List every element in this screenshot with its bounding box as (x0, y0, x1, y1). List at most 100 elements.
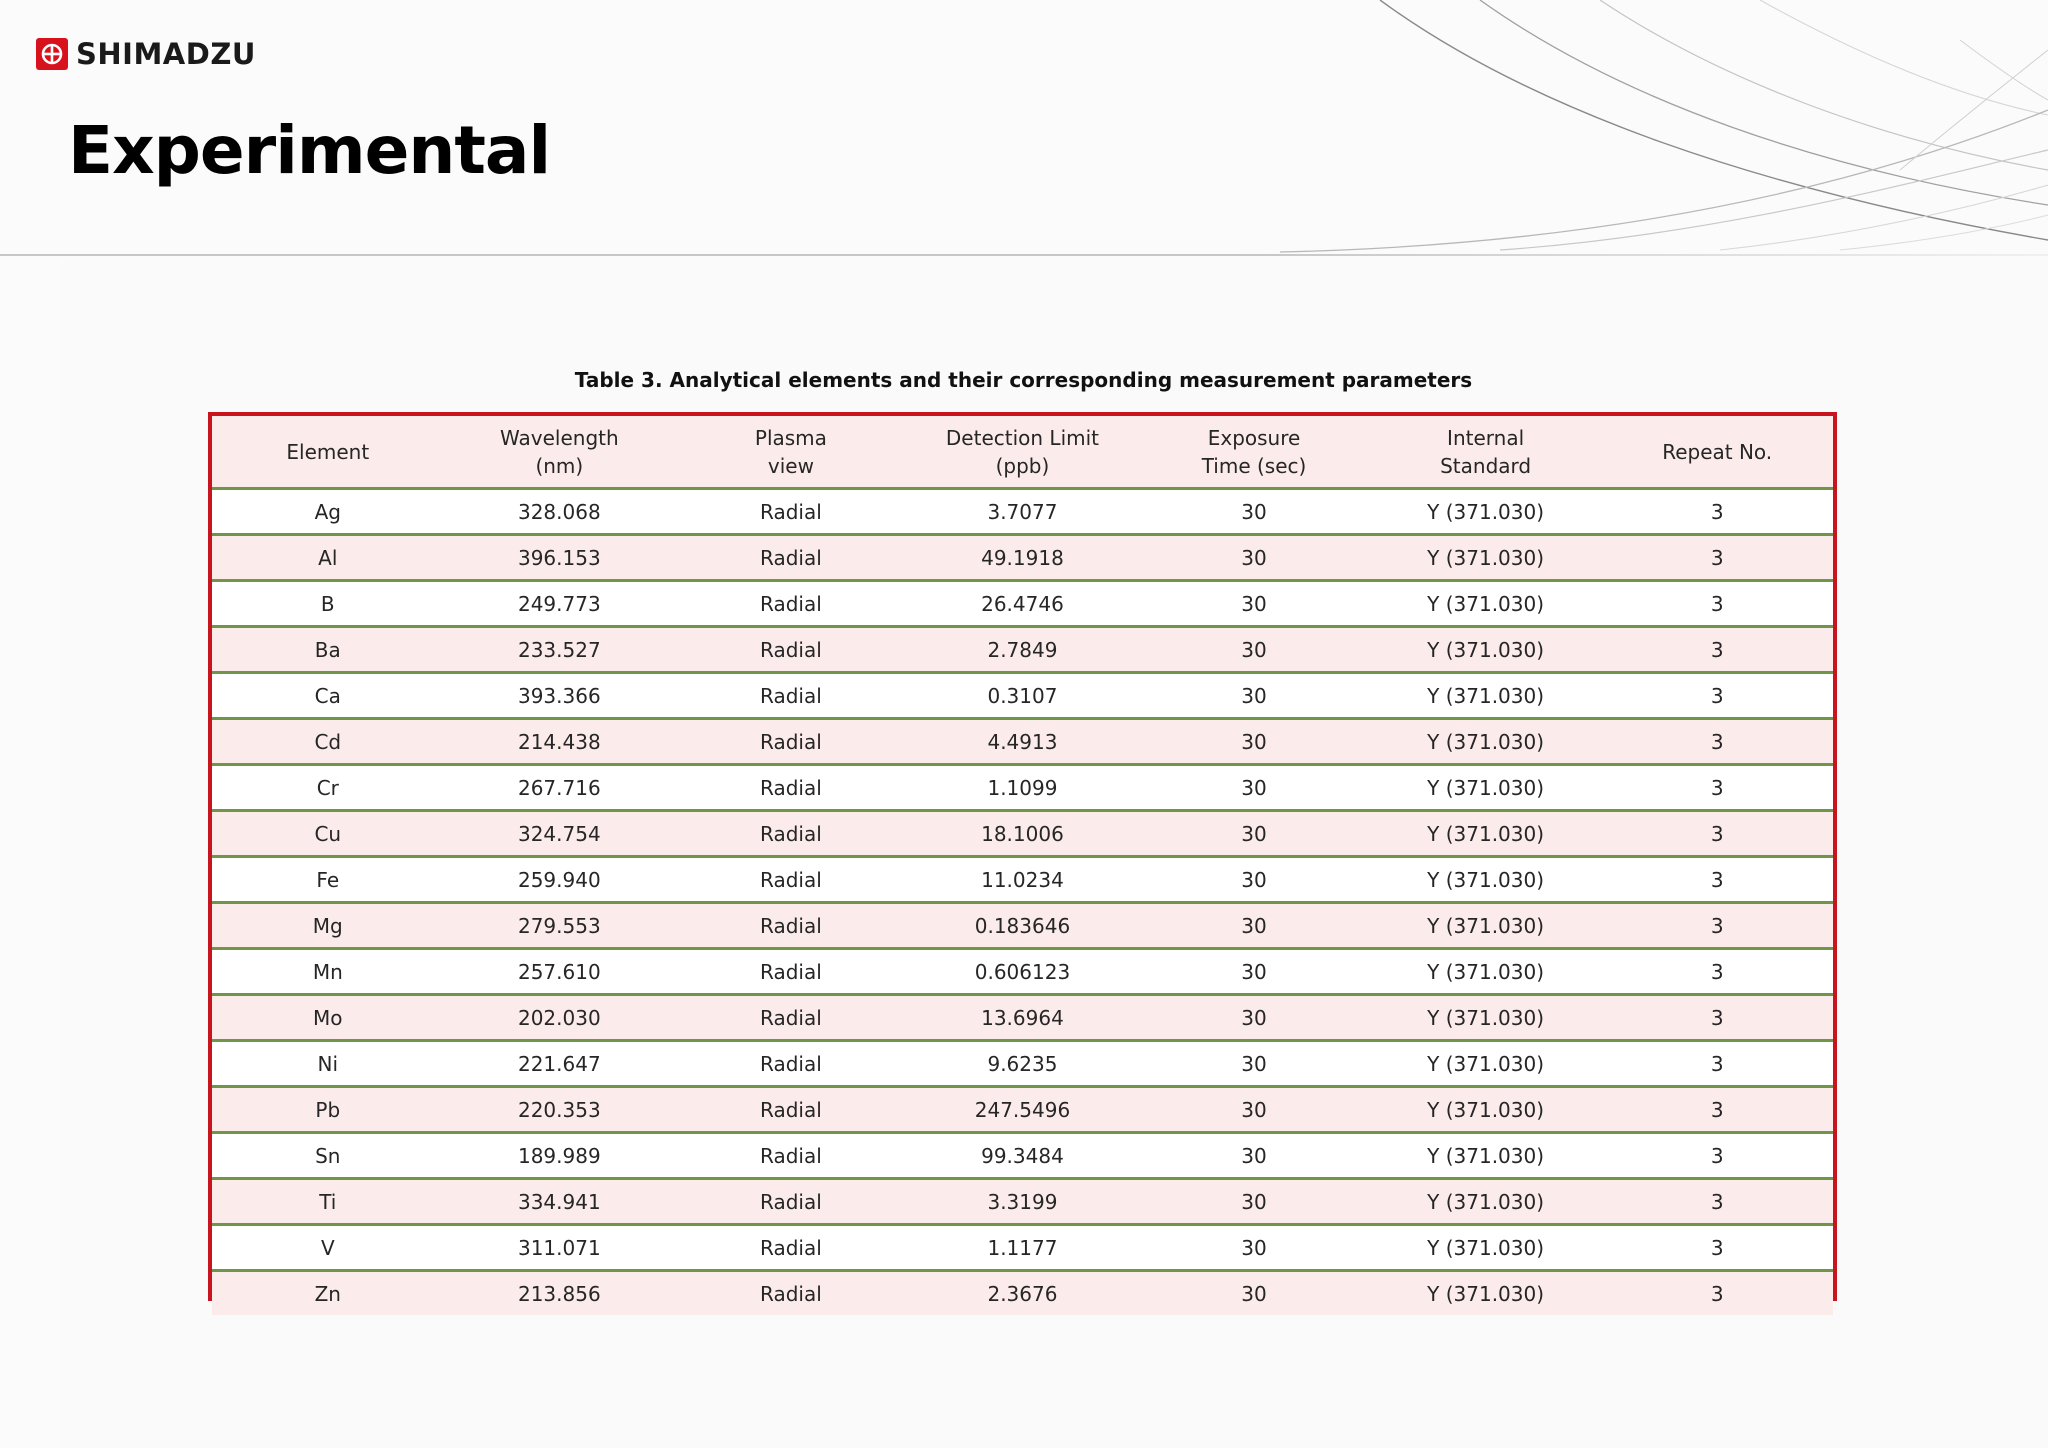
table-cell: 189.989 (443, 1132, 676, 1180)
table-row: Pb 220.353 Radial 247.5496 30 Y (371.030) 3 (212, 1086, 1833, 1134)
table-cell: 30 (1138, 1270, 1370, 1315)
table-cell: Radial (675, 534, 907, 582)
table-cell: 220.353 (443, 1086, 676, 1134)
table-cell: Y (371.030) (1369, 1040, 1602, 1088)
table-cell: Mo (212, 994, 444, 1042)
table-cell: Radial (675, 626, 907, 674)
table-cell: Radial (675, 1178, 907, 1226)
table-cell: 30 (1138, 948, 1370, 996)
table-cell: Radial (675, 1270, 907, 1315)
table-cell: 30 (1138, 856, 1370, 904)
table-row: Ti 334.941 Radial 3.3199 30 Y (371.030) 3 (212, 1178, 1833, 1226)
table-row: V 311.071 Radial 1.1177 30 Y (371.030) 3 (212, 1224, 1833, 1272)
table-cell: 3.3199 (906, 1178, 1139, 1226)
column-header: Detection Limit (ppb) (906, 416, 1139, 490)
table-cell: 30 (1138, 580, 1370, 628)
brand-name: SHIMADZU (76, 37, 256, 71)
table-cell: Radial (675, 1086, 907, 1134)
table-cell: Cd (212, 718, 444, 766)
table-cell: Y (371.030) (1369, 488, 1602, 536)
table-cell: 393.366 (443, 672, 676, 720)
table-cell: Ca (212, 672, 444, 720)
table-cell: Y (371.030) (1369, 1224, 1602, 1272)
table-row: Ni 221.647 Radial 9.6235 30 Y (371.030) 3 (212, 1040, 1833, 1088)
table-cell: Sn (212, 1132, 444, 1180)
table-cell: 30 (1138, 994, 1370, 1042)
table-row: Sn 189.989 Radial 99.3484 30 Y (371.030) 3 (212, 1132, 1833, 1180)
table-cell: 3 (1601, 1178, 1833, 1226)
table-cell: 213.856 (443, 1270, 676, 1315)
table-cell: 30 (1138, 534, 1370, 582)
table-row: Ba 233.527 Radial 2.7849 30 Y (371.030) 3 (212, 626, 1833, 674)
table-cell: Mn (212, 948, 444, 996)
table-cell: 259.940 (443, 856, 676, 904)
table-cell: 30 (1138, 672, 1370, 720)
table-cell: Y (371.030) (1369, 994, 1602, 1042)
table-row: Ca 393.366 Radial 0.3107 30 Y (371.030) 3 (212, 672, 1833, 720)
table-cell: Y (371.030) (1369, 948, 1602, 996)
table-cell: 3 (1601, 810, 1833, 858)
table-cell: Y (371.030) (1369, 1270, 1602, 1315)
table-cell: 221.647 (443, 1040, 676, 1088)
table-cell: Y (371.030) (1369, 1132, 1602, 1180)
table-cell: 334.941 (443, 1178, 676, 1226)
table-cell: Y (371.030) (1369, 626, 1602, 674)
table-cell: Fe (212, 856, 444, 904)
table-cell: 30 (1138, 810, 1370, 858)
table-header-row: Element Wavelength (nm) Plasma view Detecti… (212, 416, 1833, 490)
table-cell: 2.3676 (906, 1270, 1139, 1315)
table-cell: 3 (1601, 1224, 1833, 1272)
column-header: Wavelength (nm) (443, 416, 676, 490)
table-cell: Y (371.030) (1369, 1178, 1602, 1226)
table-cell: Cu (212, 810, 444, 858)
table-cell: 11.0234 (906, 856, 1139, 904)
shimadzu-logo-icon (36, 38, 68, 70)
table-cell: 1.1177 (906, 1224, 1139, 1272)
table-cell: 4.4913 (906, 718, 1139, 766)
table-cell: Radial (675, 764, 907, 812)
table-cell: 311.071 (443, 1224, 676, 1272)
table-cell: 328.068 (443, 488, 676, 536)
table-cell: 3 (1601, 1040, 1833, 1088)
table-cell: 30 (1138, 1040, 1370, 1088)
table-row: B 249.773 Radial 26.4746 30 Y (371.030) 3 (212, 580, 1833, 628)
table-cell: 324.754 (443, 810, 676, 858)
table-cell: 267.716 (443, 764, 676, 812)
column-header: Repeat No. (1601, 416, 1833, 490)
table-cell: V (212, 1224, 444, 1272)
table-cell: 3 (1601, 534, 1833, 582)
table-row: Cr 267.716 Radial 1.1099 30 Y (371.030) 3 (212, 764, 1833, 812)
table-cell: 257.610 (443, 948, 676, 996)
table-cell: 18.1006 (906, 810, 1139, 858)
table-cell: 3 (1601, 994, 1833, 1042)
table-row: Al 396.153 Radial 49.1918 30 Y (371.030) 3 (212, 534, 1833, 582)
table-cell: 30 (1138, 1178, 1370, 1226)
table-cell: 99.3484 (906, 1132, 1139, 1180)
table-cell: Radial (675, 1040, 907, 1088)
table-cell: Y (371.030) (1369, 672, 1602, 720)
table-cell: 0.606123 (906, 948, 1139, 996)
table-cell: Y (371.030) (1369, 534, 1602, 582)
table-cell: 30 (1138, 488, 1370, 536)
table-cell: 3 (1601, 856, 1833, 904)
table-cell: Ag (212, 488, 444, 536)
column-header: Exposure Time (sec) (1138, 416, 1370, 490)
table-cell: 49.1918 (906, 534, 1139, 582)
table-cell: 0.183646 (906, 902, 1139, 950)
table-cell: Y (371.030) (1369, 1086, 1602, 1134)
title-divider (0, 254, 2048, 256)
table-cell: 9.6235 (906, 1040, 1139, 1088)
table-cell: 233.527 (443, 626, 676, 674)
parameters-table-frame: Element Wavelength (nm) Plasma view Detecti… (208, 412, 1837, 1315)
table-cell: B (212, 580, 444, 628)
table-cell: 30 (1138, 902, 1370, 950)
column-header: Element (212, 416, 444, 490)
table-cell: 3 (1601, 626, 1833, 674)
decorative-arcs (1279, 0, 2048, 253)
table-cell: 30 (1138, 718, 1370, 766)
table-cell: 2.7849 (906, 626, 1139, 674)
table-cell: 30 (1138, 1224, 1370, 1272)
table-cell: Ni (212, 1040, 444, 1088)
table-cell: Radial (675, 856, 907, 904)
